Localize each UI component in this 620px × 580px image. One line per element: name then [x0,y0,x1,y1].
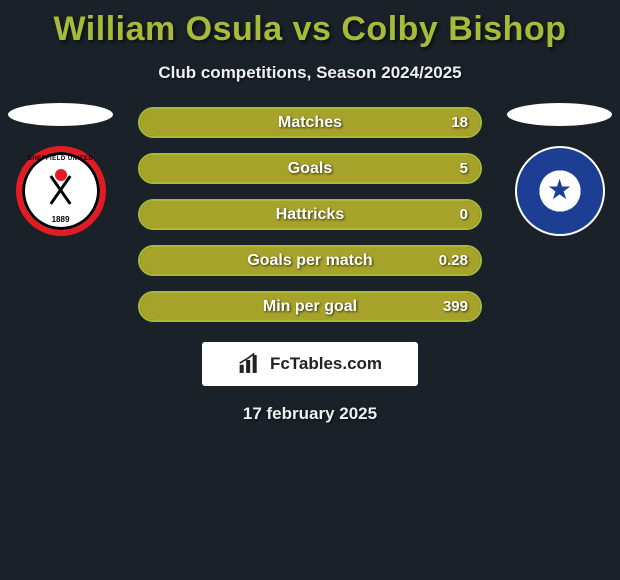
stat-value: 18 [451,109,468,136]
stat-bar: Min per goal399 [138,291,482,322]
rose-icon [55,169,67,181]
sheffield-united-badge-icon: SHEFFIELD UNITED 1889 [16,146,106,236]
stat-label: Matches [140,109,480,136]
stat-bars: Matches18 Goals5 Hattricks0 Goals per match… [138,107,482,322]
left-player-column: SHEFFIELD UNITED 1889 [8,107,113,236]
comparison-panel: SHEFFIELD UNITED 1889 ★ Matches18 Goals5 H… [0,107,620,322]
stat-label: Min per goal [140,293,480,320]
stat-bar: Hattricks0 [138,199,482,230]
subtitle: Club competitions, Season 2024/2025 [0,63,620,83]
stat-label: Goals [140,155,480,182]
stat-bar: Goals per match0.28 [138,245,482,276]
left-ellipse [8,103,113,126]
fctables-logo: FcTables.com [202,342,418,386]
badge-ring-text: SHEFFIELD UNITED [22,156,100,162]
star-icon: ★ [547,176,572,204]
page-title: William Osula vs Colby Bishop [0,0,620,49]
stat-bar: Matches18 [138,107,482,138]
bar-chart-icon [238,353,264,375]
stat-value: 5 [460,155,468,182]
stat-label: Goals per match [140,247,480,274]
stat-label: Hattricks [140,201,480,228]
stat-value: 0.28 [439,247,468,274]
portsmouth-badge-icon: ★ [515,146,605,236]
stat-value: 0 [460,201,468,228]
right-player-column: ★ [507,107,612,236]
badge-year: 1889 [22,215,100,224]
stat-bar: Goals5 [138,153,482,184]
fctables-label: FcTables.com [270,354,382,374]
right-ellipse [507,103,612,126]
stat-value: 399 [443,293,468,320]
date-label: 17 february 2025 [0,404,620,424]
